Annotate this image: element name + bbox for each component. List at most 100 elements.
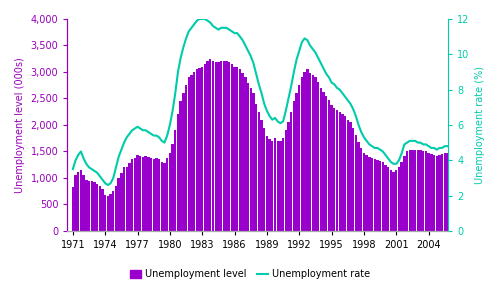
Y-axis label: Unemployment level (000s): Unemployment level (000s) xyxy=(15,57,25,193)
Bar xyxy=(106,196,109,231)
Bar xyxy=(314,77,316,231)
Bar xyxy=(196,69,198,231)
Bar xyxy=(392,172,395,231)
Bar xyxy=(412,150,414,231)
Bar xyxy=(166,158,168,231)
Bar xyxy=(428,153,430,231)
Bar xyxy=(387,167,390,231)
Bar xyxy=(134,158,136,231)
Bar xyxy=(368,157,370,231)
Bar xyxy=(400,162,403,231)
Bar xyxy=(80,170,82,231)
Bar xyxy=(230,64,233,231)
Bar xyxy=(416,150,419,231)
Bar xyxy=(120,173,122,231)
Bar xyxy=(304,72,306,231)
Bar xyxy=(180,101,182,231)
Bar xyxy=(376,160,378,231)
Bar xyxy=(279,141,281,231)
Bar xyxy=(268,139,271,231)
Bar xyxy=(390,170,392,231)
Bar xyxy=(441,154,444,231)
Bar xyxy=(147,157,150,231)
Bar xyxy=(226,61,228,231)
Bar xyxy=(152,159,155,231)
Bar xyxy=(296,93,298,231)
Legend: Unemployment level, Unemployment rate: Unemployment level, Unemployment rate xyxy=(126,265,374,283)
Bar xyxy=(128,163,130,231)
Bar xyxy=(118,178,120,231)
Bar xyxy=(212,61,214,231)
Bar xyxy=(260,120,262,231)
Bar xyxy=(338,112,341,231)
Bar xyxy=(309,73,311,231)
Bar xyxy=(244,77,246,231)
Bar xyxy=(96,184,98,231)
Bar xyxy=(320,88,322,231)
Bar xyxy=(174,130,176,231)
Bar xyxy=(276,141,279,231)
Bar xyxy=(374,159,376,231)
Bar xyxy=(341,114,344,231)
Bar xyxy=(136,155,138,231)
Bar xyxy=(403,156,406,231)
Bar xyxy=(379,161,382,231)
Bar xyxy=(252,93,254,231)
Bar xyxy=(155,158,158,231)
Y-axis label: Unemployment rate (%): Unemployment rate (%) xyxy=(475,66,485,184)
Bar xyxy=(436,156,438,231)
Bar xyxy=(160,162,163,231)
Bar xyxy=(201,67,203,231)
Bar xyxy=(177,114,179,231)
Bar xyxy=(274,138,276,231)
Bar xyxy=(88,181,90,231)
Bar xyxy=(430,154,432,231)
Bar xyxy=(398,167,400,231)
Bar xyxy=(93,182,96,231)
Bar xyxy=(360,148,362,231)
Bar xyxy=(112,191,114,231)
Bar xyxy=(142,157,144,231)
Bar xyxy=(354,134,357,231)
Bar xyxy=(98,186,101,231)
Bar xyxy=(408,150,411,231)
Bar xyxy=(228,62,230,231)
Bar xyxy=(255,104,258,231)
Bar xyxy=(168,153,171,231)
Bar xyxy=(292,101,295,231)
Bar xyxy=(144,156,147,231)
Bar xyxy=(222,61,225,231)
Bar xyxy=(77,172,80,231)
Bar xyxy=(164,163,166,231)
Bar xyxy=(182,93,184,231)
Bar xyxy=(282,138,284,231)
Bar xyxy=(198,68,200,231)
Bar xyxy=(209,59,212,231)
Bar xyxy=(425,151,427,231)
Bar xyxy=(284,130,287,231)
Bar xyxy=(72,187,74,231)
Bar xyxy=(217,62,220,231)
Bar xyxy=(150,158,152,231)
Bar xyxy=(344,116,346,231)
Bar xyxy=(328,100,330,231)
Bar xyxy=(214,62,217,231)
Bar xyxy=(322,92,324,231)
Bar xyxy=(366,155,368,231)
Bar xyxy=(126,167,128,231)
Bar xyxy=(158,159,160,231)
Bar xyxy=(172,143,174,231)
Bar xyxy=(317,82,320,231)
Bar xyxy=(258,112,260,231)
Bar xyxy=(306,69,308,231)
Bar xyxy=(444,153,446,231)
Bar xyxy=(382,162,384,231)
Bar xyxy=(350,122,352,231)
Bar xyxy=(188,77,190,231)
Bar xyxy=(110,194,112,231)
Bar xyxy=(333,108,336,231)
Bar xyxy=(301,77,303,231)
Bar xyxy=(234,67,236,231)
Bar xyxy=(185,85,187,231)
Bar xyxy=(104,195,106,231)
